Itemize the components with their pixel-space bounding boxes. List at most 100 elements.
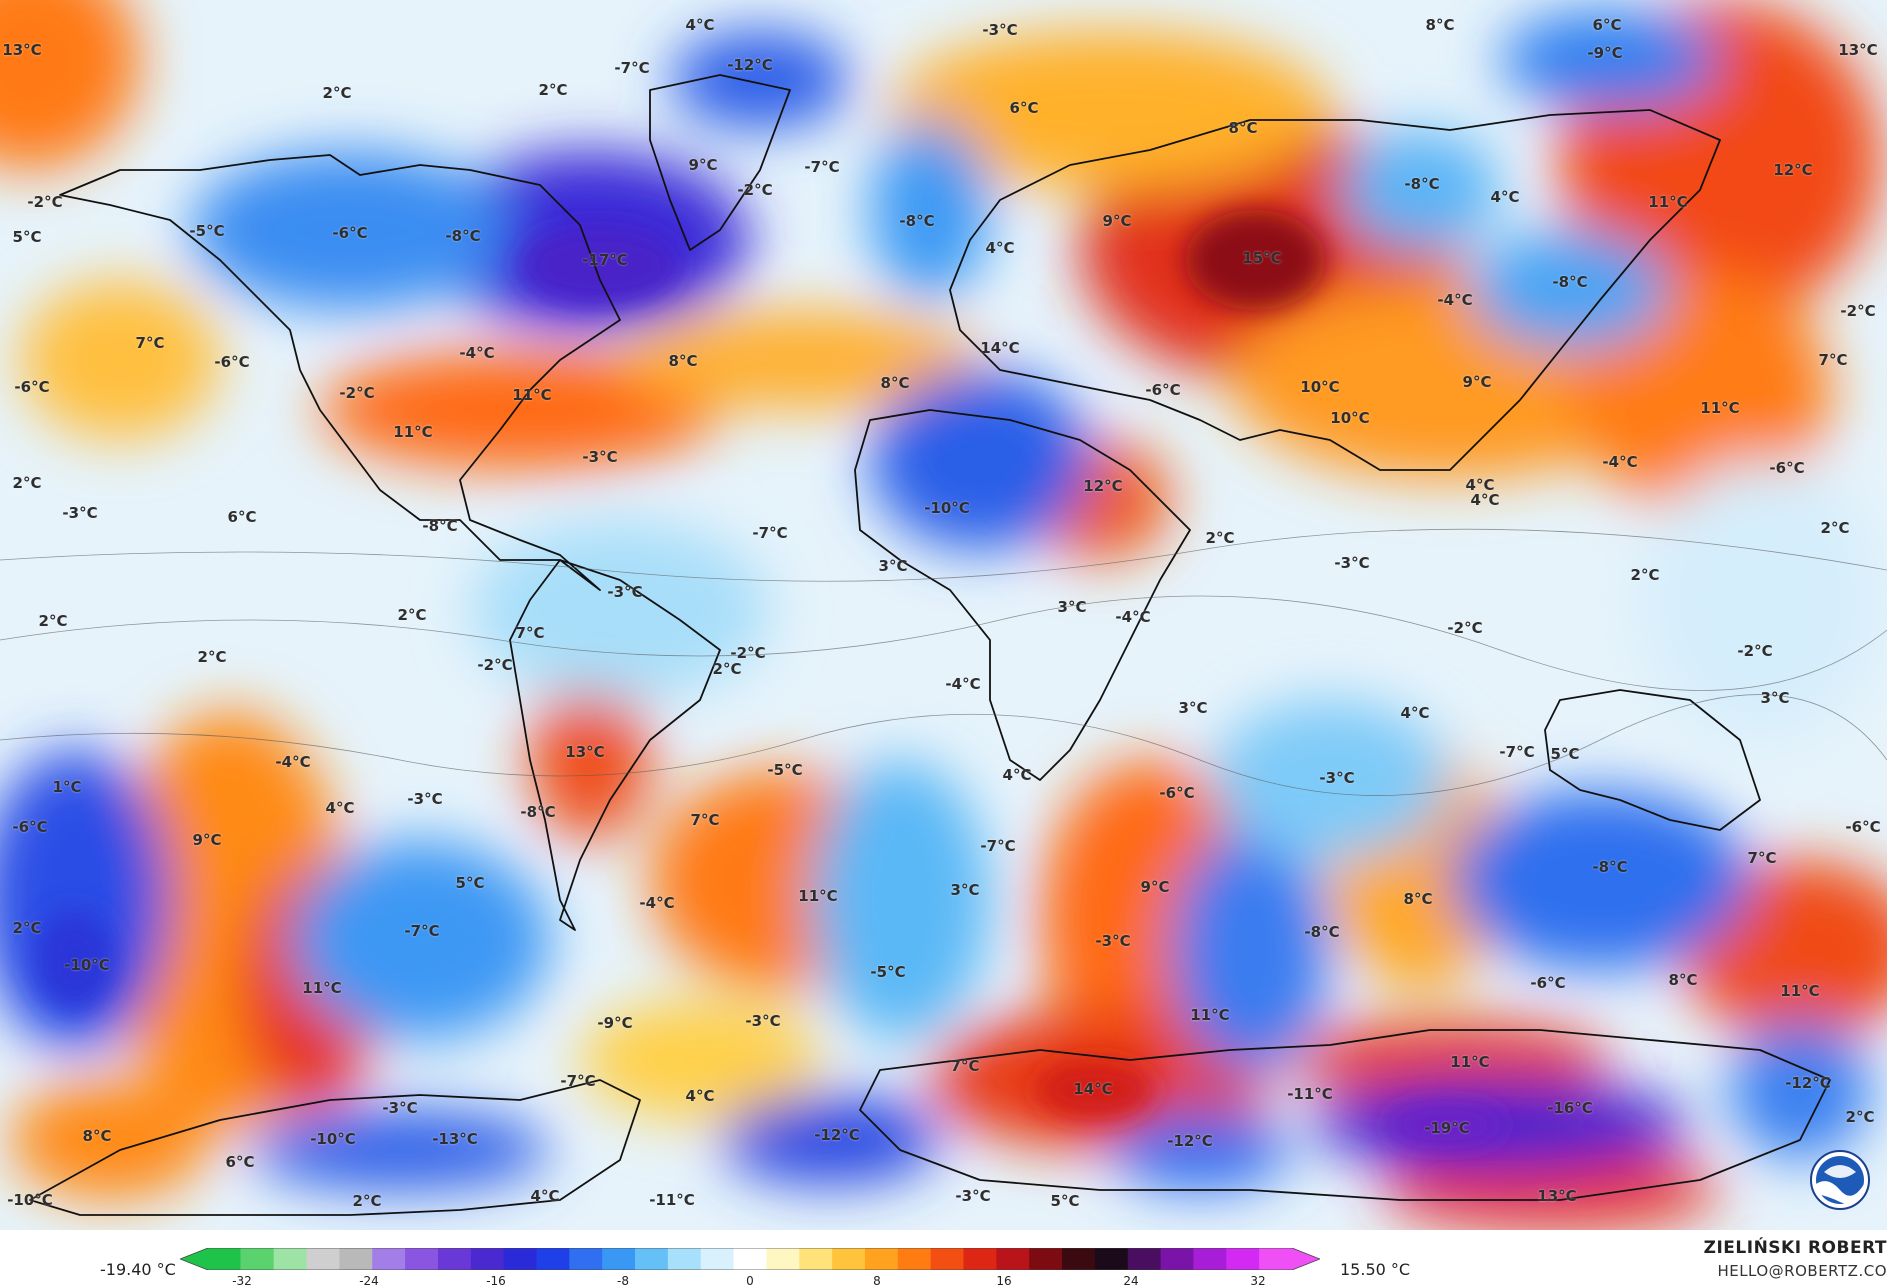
temperature-label: -2°C <box>1737 642 1773 660</box>
colorbar-swatch <box>996 1248 1030 1270</box>
temperature-label: 5°C <box>1050 1192 1080 1210</box>
temperature-label: -2°C <box>1447 619 1483 637</box>
colorbar-swatch <box>963 1248 997 1270</box>
temperature-label: -2°C <box>1840 302 1876 320</box>
temperature-label: 11°C <box>1648 193 1688 211</box>
temperature-label: 9°C <box>1102 212 1132 230</box>
temperature-label: 4°C <box>530 1187 560 1205</box>
temperature-label: -8°C <box>1592 858 1628 876</box>
colorbar-swatch <box>536 1248 570 1270</box>
temperature-label: 11°C <box>1780 982 1820 1000</box>
temperature-label: 11°C <box>302 979 342 997</box>
temperature-label: -10°C <box>310 1130 356 1148</box>
temperature-label: 2°C <box>38 612 68 630</box>
colorbar-swatch <box>602 1248 636 1270</box>
temperature-label: -10°C <box>924 499 970 517</box>
temperature-label: -4°C <box>1602 453 1638 471</box>
temperature-label: -6°C <box>1769 459 1805 477</box>
temperature-label: 8°C <box>1425 16 1455 34</box>
temperature-label: 6°C <box>225 1153 255 1171</box>
temperature-label: -19°C <box>1424 1119 1470 1137</box>
temperature-label: 15°C <box>1242 249 1282 267</box>
temperature-label: 13°C <box>2 41 42 59</box>
temperature-label: 4°C <box>1465 476 1495 494</box>
temperature-anomaly-map: 13°C 4°C -3°C 8°C 6°C 13°C -7°C -12°C -9°C 2°C 2°C… <box>0 0 1887 1230</box>
temperature-label: 11°C <box>1450 1053 1490 1071</box>
temperature-label: -4°C <box>639 894 675 912</box>
temperature-label: -17°C <box>582 251 628 269</box>
temperature-label: -6°C <box>332 224 368 242</box>
temperature-label: 8°C <box>1668 971 1698 989</box>
temperature-label: 7°C <box>1747 849 1777 867</box>
colorbar-swatch <box>930 1248 965 1270</box>
temperature-label: 2°C <box>397 606 427 624</box>
temperature-label: 4°C <box>1400 704 1430 722</box>
temperature-label: -6°C <box>14 378 50 396</box>
temperature-label: -7°C <box>752 524 788 542</box>
colorbar <box>178 1247 1322 1274</box>
temperature-label: -4°C <box>945 675 981 693</box>
temperature-label: 5°C <box>455 874 485 892</box>
max-value-label: 15.50 °C <box>1340 1260 1411 1279</box>
temperature-label: 9°C <box>1140 878 1170 896</box>
colorbar-swatch <box>273 1248 308 1270</box>
temperature-label: 13°C <box>1537 1187 1577 1205</box>
temperature-label: -12°C <box>1785 1074 1831 1092</box>
colorbar-swatch <box>569 1248 603 1270</box>
colorbar-tick-label: 16 <box>996 1274 1012 1288</box>
temperature-label: 2°C <box>352 1192 382 1210</box>
temperature-label: -7°C <box>404 922 440 940</box>
temperature-label: 1°C <box>52 778 82 796</box>
temperature-label: -3°C <box>1319 769 1355 787</box>
temperature-label: 11°C <box>512 386 552 404</box>
temperature-label: -6°C <box>214 353 250 371</box>
temperature-label: -12°C <box>727 56 773 74</box>
colorbar-swatch <box>180 1248 241 1270</box>
colorbar-tick-label: -32 <box>232 1274 252 1288</box>
temperature-label: -7°C <box>560 1072 596 1090</box>
temperature-label: 3°C <box>878 557 908 575</box>
colorbar-swatch <box>240 1248 275 1270</box>
temperature-label: 5°C <box>1550 745 1580 763</box>
temperature-label: -7°C <box>804 158 840 176</box>
temperature-label: -3°C <box>1095 932 1131 950</box>
colorbar-swatch <box>1127 1248 1162 1270</box>
temperature-label: 9°C <box>688 156 718 174</box>
colorbar-swatch <box>766 1248 800 1270</box>
colorbar-swatch <box>733 1248 768 1270</box>
temperature-label: 10°C <box>1300 378 1340 396</box>
colorbar-swatch <box>470 1248 505 1270</box>
temperature-label: 2°C <box>12 919 42 937</box>
temperature-label: -6°C <box>1159 784 1195 802</box>
temperature-label: -2°C <box>477 656 513 674</box>
colorbar-tick-label: -24 <box>359 1274 379 1288</box>
anomaly-field <box>0 0 1887 1230</box>
temperature-label: 4°C <box>685 1087 715 1105</box>
temperature-label: 3°C <box>1057 598 1087 616</box>
temperature-label: 11°C <box>393 423 433 441</box>
colorbar-tick-label: 24 <box>1123 1274 1139 1288</box>
temperature-label: 4°C <box>325 799 355 817</box>
colorbar-swatch <box>372 1248 406 1270</box>
colorbar-swatch <box>339 1248 373 1270</box>
colorbar-swatch <box>700 1248 735 1270</box>
temperature-label: 4°C <box>1490 188 1520 206</box>
temperature-label: 11°C <box>1700 399 1740 417</box>
temperature-label: -3°C <box>407 790 443 808</box>
temperature-label: -2°C <box>339 384 375 402</box>
colorbar-swatch <box>667 1248 702 1270</box>
temperature-label: 14°C <box>980 339 1020 357</box>
temperature-label: -3°C <box>982 21 1018 39</box>
temperature-label: -5°C <box>189 222 225 240</box>
temperature-label: -9°C <box>1587 44 1623 62</box>
min-value-label: -19.40 °C <box>100 1260 176 1279</box>
temperature-label: -2°C <box>730 644 766 662</box>
temperature-label: 4°C <box>685 16 715 34</box>
temperature-label: 13°C <box>1838 41 1878 59</box>
temperature-label: -8°C <box>899 212 935 230</box>
temperature-label: -3°C <box>1334 554 1370 572</box>
temperature-label: -3°C <box>955 1187 991 1205</box>
colorbar-swatch <box>635 1248 669 1270</box>
temperature-label: 2°C <box>712 660 742 678</box>
colorbar-swatch <box>1259 1248 1320 1270</box>
